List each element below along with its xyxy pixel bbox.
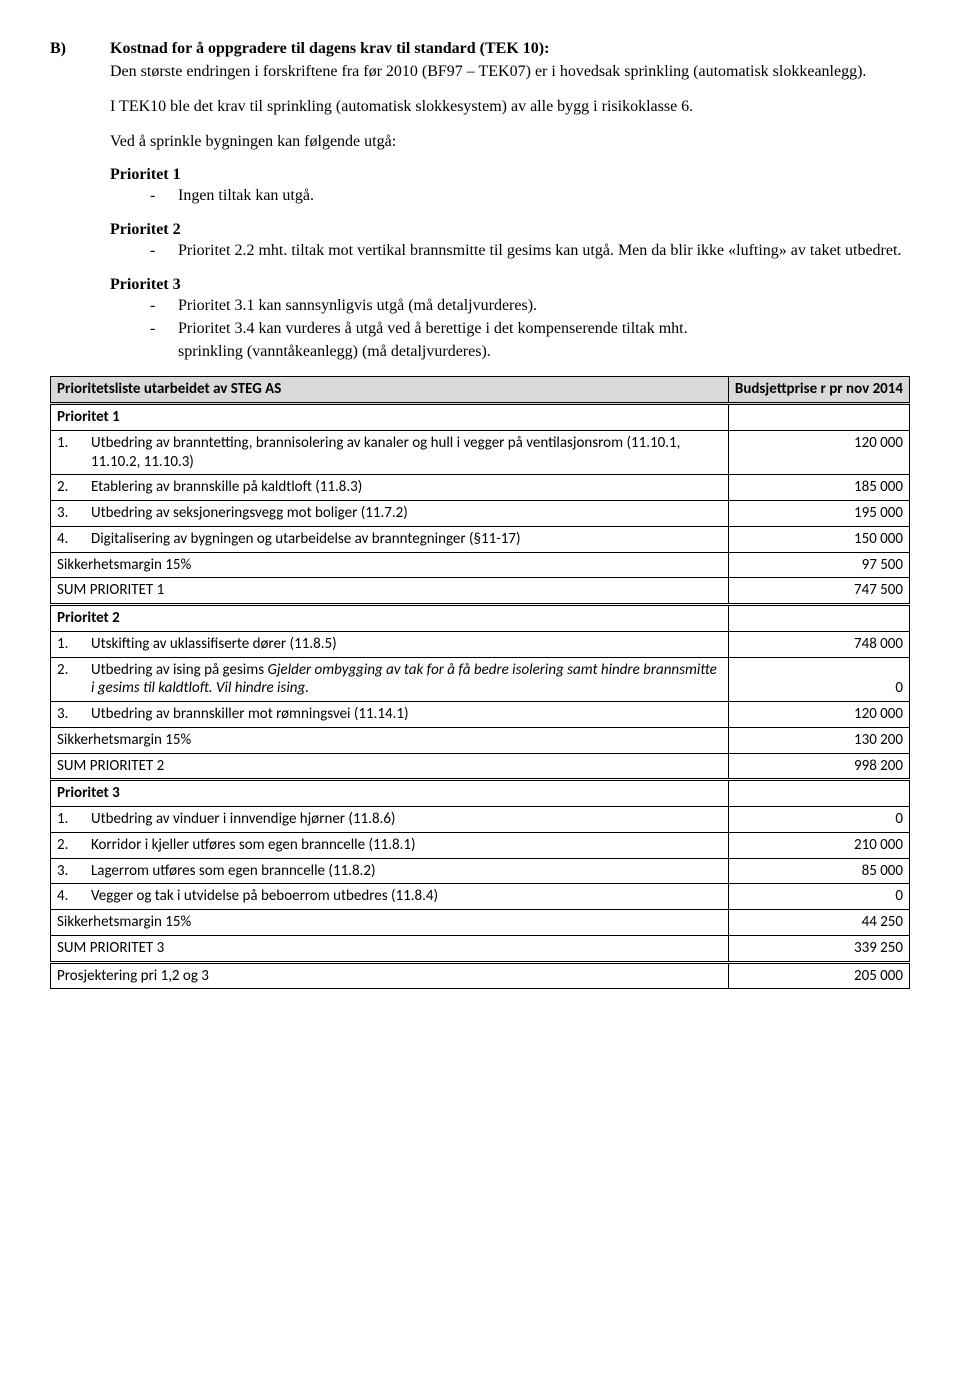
p1-head: Prioritet 1 — [51, 404, 729, 431]
p3-r1: 1.Utbedring av vinduer i innvendige hjør… — [51, 807, 729, 833]
p3-r4-t: Vegger og tak i utvidelse på beboerrom u… — [91, 887, 438, 906]
p2-r1-t: Utskifting av uklassifiserte dører (11.8… — [91, 635, 337, 654]
p3-r2-n: 2. — [57, 836, 91, 855]
p2-r3-n: 3. — [57, 705, 91, 724]
p2-r3-v: 120 000 — [728, 702, 909, 728]
table-header-left: Prioritetsliste utarbeidet av STEG AS — [51, 377, 729, 404]
p2-sum: SUM PRIORITET 2 — [51, 753, 729, 780]
p3-r2-t: Korridor i kjeller utføres som egen bran… — [91, 836, 416, 855]
p2-r3: 3.Utbedring av brannskiller mot rømnings… — [51, 702, 729, 728]
p3-r1-n: 1. — [57, 810, 91, 829]
p3-head-val — [728, 780, 909, 807]
p3-r1-v: 0 — [728, 807, 909, 833]
section-b-title: Kostnad for å oppgradere til dagens krav… — [110, 40, 549, 58]
proj-v: 205 000 — [728, 962, 909, 989]
p2-marg: Sikkerhetsmargin 15% — [51, 727, 729, 753]
p3-r1-t: Utbedring av vinduer i innvendige hjørne… — [91, 810, 395, 829]
p2-r2-ta: Utbedring av ising på gesims — [91, 661, 267, 679]
p3-marg-v: 44 250 — [728, 910, 909, 936]
p1-r3-v: 195 000 — [728, 501, 909, 527]
p1-r3-n: 3. — [57, 504, 91, 523]
p1-r1-t: Utbedring av branntetting, brannisolerin… — [91, 434, 722, 472]
prioritet-2-bullet-1: Prioritet 2.2 mht. tiltak mot vertikal b… — [178, 241, 901, 262]
p2-head-val — [728, 605, 909, 632]
para-2: I TEK10 ble det krav til sprinkling (aut… — [110, 97, 910, 118]
p3-marg: Sikkerhetsmargin 15% — [51, 910, 729, 936]
p2-r2-t: Utbedring av ising på gesims Gjelder omb… — [91, 661, 722, 699]
p1-r4-t: Digitalisering av bygningen og utarbeide… — [91, 530, 521, 549]
p3-r3-t: Lagerrom utføres som egen branncelle (11… — [91, 862, 376, 881]
p3-r2-v: 210 000 — [728, 832, 909, 858]
p1-r4-n: 4. — [57, 530, 91, 549]
section-b: B) Kostnad for å oppgradere til dagens k… — [50, 40, 910, 362]
p3-r4: 4.Vegger og tak i utvidelse på beboerrom… — [51, 884, 729, 910]
p2-r2: 2.Utbedring av ising på gesims Gjelder o… — [51, 657, 729, 702]
p2-r1: 1.Utskifting av uklassifiserte dører (11… — [51, 631, 729, 657]
p3-r3: 3.Lagerrom utføres som egen branncelle (… — [51, 858, 729, 884]
p1-marg-v: 97 500 — [728, 552, 909, 578]
prioritet-3-head: Prioritet 3 — [110, 276, 910, 294]
section-b-label: B) — [50, 40, 110, 58]
p2-head: Prioritet 2 — [51, 605, 729, 632]
prioritet-3-after: sprinkling (vanntåkeanlegg) (må detaljvu… — [178, 342, 910, 363]
p1-r4: 4.Digitalisering av bygningen og utarbei… — [51, 526, 729, 552]
p3-r4-v: 0 — [728, 884, 909, 910]
table-header-right: Budsjettprise r pr nov 2014 — [728, 377, 909, 404]
priority-table: Prioritetsliste utarbeidet av STEG AS Bu… — [50, 376, 910, 989]
prioritet-1-bullet-1: Ingen tiltak kan utgå. — [178, 186, 314, 207]
p1-r3: 3.Utbedring av seksjoneringsvegg mot bol… — [51, 501, 729, 527]
para-1: Den største endringen i forskriftene fra… — [110, 62, 910, 83]
p1-r2: 2.Etablering av brannskille på kaldtloft… — [51, 475, 729, 501]
bullet-dash: - — [150, 296, 178, 317]
p1-head-val — [728, 404, 909, 431]
p1-r2-v: 185 000 — [728, 475, 909, 501]
p3-r3-n: 3. — [57, 862, 91, 881]
p3-sum: SUM PRIORITET 3 — [51, 935, 729, 962]
prioritet-1-block: Prioritet 1 - Ingen tiltak kan utgå. — [110, 166, 910, 207]
prioritet-2-head: Prioritet 2 — [110, 221, 910, 239]
p1-r4-v: 150 000 — [728, 526, 909, 552]
p2-r2-v: 0 — [728, 657, 909, 702]
p2-marg-v: 130 200 — [728, 727, 909, 753]
p2-r3-t: Utbedring av brannskiller mot rømningsve… — [91, 705, 409, 724]
p1-r1-n: 1. — [57, 434, 91, 472]
p1-r2-t: Etablering av brannskille på kaldtloft (… — [91, 478, 362, 497]
p1-r2-n: 2. — [57, 478, 91, 497]
p1-r1-v: 120 000 — [728, 430, 909, 475]
p2-sum-v: 998 200 — [728, 753, 909, 780]
p3-r3-v: 85 000 — [728, 858, 909, 884]
prioritet-3-bullet-2: Prioritet 3.4 kan vurderes å utgå ved å … — [178, 319, 688, 340]
para-3: Ved å sprinkle bygningen kan følgende ut… — [110, 132, 910, 153]
p3-r2: 2.Korridor i kjeller utføres som egen br… — [51, 832, 729, 858]
p1-sum: SUM PRIORITET 1 — [51, 578, 729, 605]
bullet-dash: - — [150, 186, 178, 207]
p1-r1: 1.Utbedring av branntetting, brannisoler… — [51, 430, 729, 475]
p2-r1-v: 748 000 — [728, 631, 909, 657]
p1-marg: Sikkerhetsmargin 15% — [51, 552, 729, 578]
p3-head: Prioritet 3 — [51, 780, 729, 807]
prioritet-3-block: Prioritet 3 - Prioritet 3.1 kan sannsynl… — [110, 276, 910, 362]
p1-r3-t: Utbedring av seksjoneringsvegg mot bolig… — [91, 504, 408, 523]
p3-r4-n: 4. — [57, 887, 91, 906]
prioritet-2-block: Prioritet 2 - Prioritet 2.2 mht. tiltak … — [110, 221, 910, 262]
bullet-dash: - — [150, 241, 178, 262]
p3-sum-v: 339 250 — [728, 935, 909, 962]
p2-r2-n: 2. — [57, 661, 91, 699]
prioritet-3-bullet-1: Prioritet 3.1 kan sannsynligvis utgå (må… — [178, 296, 537, 317]
p1-sum-v: 747 500 — [728, 578, 909, 605]
prioritet-1-head: Prioritet 1 — [110, 166, 910, 184]
bullet-dash: - — [150, 319, 178, 340]
p2-r1-n: 1. — [57, 635, 91, 654]
proj-t: Prosjektering pri 1,2 og 3 — [51, 962, 729, 989]
